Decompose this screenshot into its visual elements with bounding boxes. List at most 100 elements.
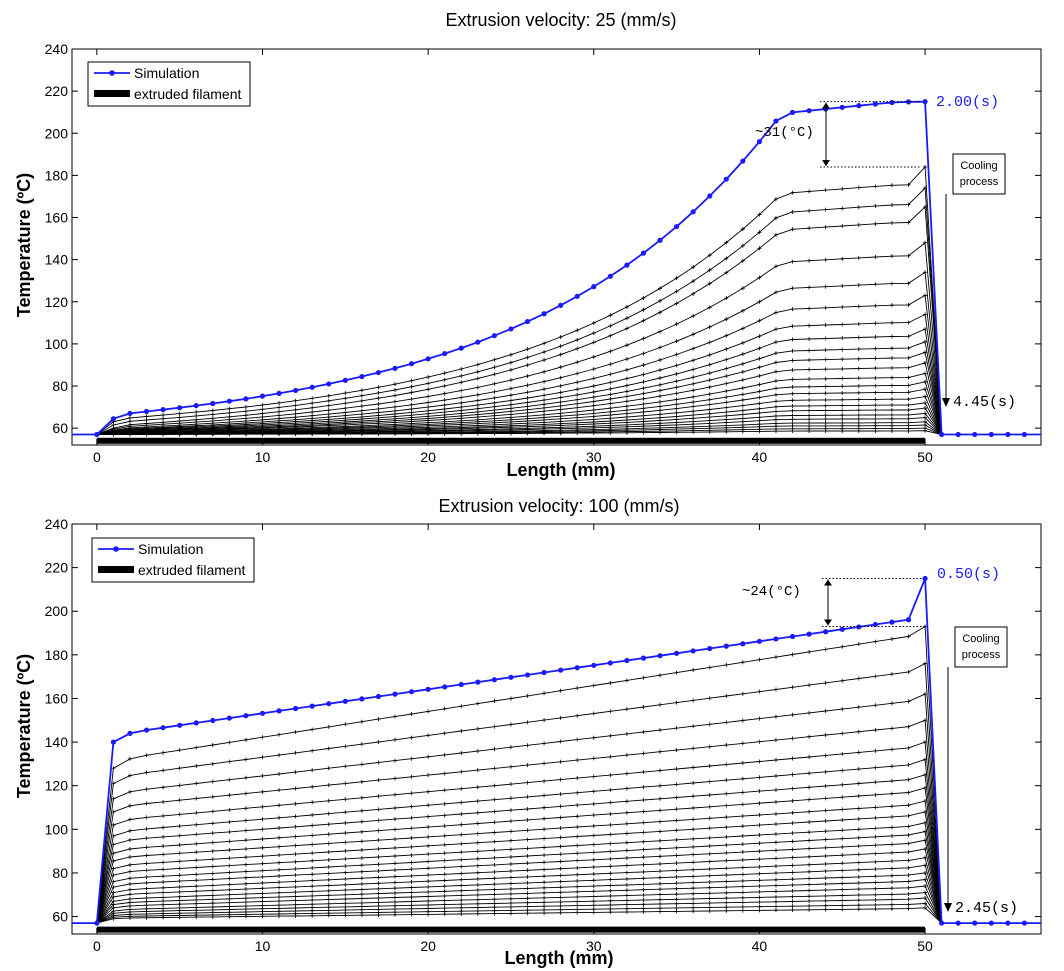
cooling-point [773, 687, 778, 692]
cooling-point [724, 896, 729, 901]
cooling-point [575, 843, 580, 848]
cooling-point [111, 766, 116, 771]
cooling-point [359, 863, 364, 868]
cooling-point [508, 896, 513, 901]
simulation-point [309, 384, 315, 390]
cooling-point [525, 693, 530, 698]
cooling-point [873, 880, 878, 885]
x-tick-label: 30 [586, 938, 602, 954]
cooling-point [558, 715, 563, 720]
cooling-point [608, 386, 613, 391]
cooling-point [873, 366, 878, 371]
cooling-point [740, 398, 745, 403]
cooling-point [823, 680, 828, 685]
cooling-point [127, 773, 132, 778]
cooling-point [409, 879, 414, 884]
cooling-point [873, 703, 878, 708]
simulation-point [259, 710, 266, 716]
cooling-point [475, 768, 480, 773]
simulation-point [657, 653, 663, 659]
cooling-point [807, 797, 812, 802]
cooling-point [326, 857, 331, 862]
simulation-point [740, 641, 746, 647]
cooling-point [674, 881, 679, 886]
cooling-point [773, 378, 778, 383]
simulation-point [773, 636, 779, 642]
cooling-point [889, 833, 894, 838]
cooling-point [542, 874, 547, 879]
cooling-curve [96, 903, 942, 924]
simulation-point [1021, 920, 1028, 926]
simulation-point [541, 669, 547, 676]
cooling-point [757, 356, 762, 361]
cooling-point [127, 432, 132, 437]
cooling-point [840, 707, 845, 712]
cooling-point [359, 431, 364, 436]
cooling-point [757, 789, 762, 794]
cooling-point [227, 432, 232, 437]
delta-arrowhead-up [824, 579, 832, 586]
cooling-point [359, 913, 364, 918]
cooling-point [873, 184, 878, 189]
cooling-point [641, 882, 646, 887]
cooling-point [310, 405, 315, 410]
cooling-point [161, 895, 166, 900]
cooling-point [277, 895, 282, 900]
cooling-point [757, 334, 762, 339]
cooling-point [343, 864, 348, 869]
simulation-point [1005, 920, 1011, 926]
cooling-point [873, 765, 878, 770]
cooling-curve [96, 430, 942, 435]
cooling-point [906, 833, 911, 838]
cooling-point [293, 801, 298, 806]
cooling-point [691, 668, 696, 673]
cooling-point [475, 856, 480, 861]
cooling-point [707, 859, 712, 864]
cooling-point [260, 861, 265, 866]
cooling-point [359, 869, 364, 874]
cooling-point [873, 892, 878, 897]
cooling-point [277, 914, 282, 919]
cooling-point [773, 908, 778, 913]
cooling-point [243, 855, 248, 860]
cooling-point [840, 751, 845, 756]
cooling-point [243, 900, 248, 905]
cooling-point [823, 225, 828, 230]
cooling-point [492, 897, 497, 902]
cooling-point [260, 773, 265, 778]
chart-title: Extrusion velocity: 25 (mm/s) [445, 10, 676, 30]
cooling-point [823, 323, 828, 328]
cooling-curve-markers [111, 661, 928, 786]
simulation-point [177, 405, 183, 411]
cooling-point [161, 885, 166, 890]
cooling-point [393, 903, 397, 908]
simulation-point [259, 393, 266, 399]
cooling-point [260, 874, 265, 879]
y-tick-label: 140 [45, 252, 69, 268]
cooling-point [757, 373, 762, 378]
cooling-point [525, 763, 530, 768]
simulation-point [160, 725, 166, 731]
cooling-point [508, 862, 513, 867]
cooling-point [773, 386, 778, 391]
simulation-point [160, 407, 166, 413]
cooling-point [740, 842, 745, 847]
cooling-point [558, 895, 563, 900]
cooling-point [691, 332, 696, 337]
cooling-point [790, 821, 795, 826]
cooling-point [376, 717, 381, 722]
cooling-point [757, 246, 762, 251]
cooling-point [277, 788, 282, 793]
cooling-point [492, 892, 497, 897]
cooling-point [889, 859, 894, 864]
cooling-point [923, 411, 928, 416]
cooling-point [475, 369, 480, 374]
cooling-point [889, 403, 894, 408]
cooling-point [144, 787, 149, 792]
cooling-point [923, 415, 928, 420]
cooling-point [823, 207, 828, 212]
cooling-point [310, 851, 315, 856]
cooling-point [426, 400, 431, 405]
cooling-point [227, 829, 232, 834]
